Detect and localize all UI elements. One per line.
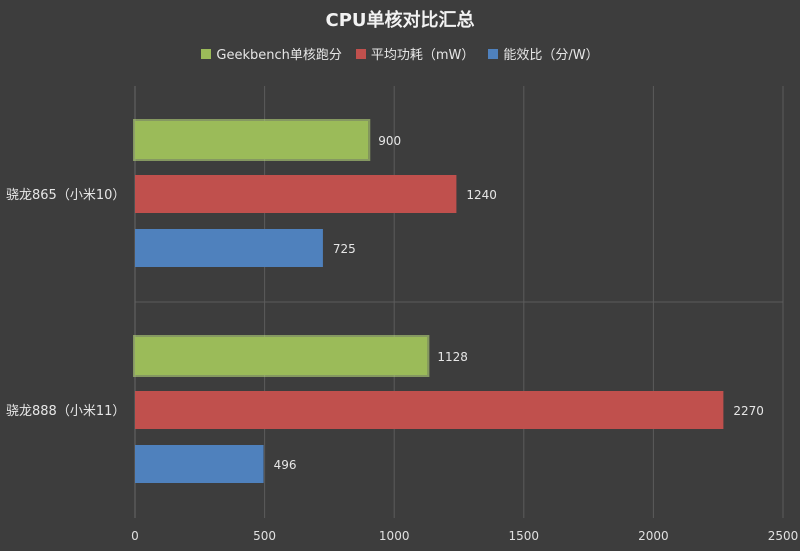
data-label-0-2: 725 — [333, 242, 356, 256]
data-label-1-2: 496 — [274, 458, 297, 472]
legend-label-efficiency: 能效比（分/W） — [503, 48, 599, 63]
x-tick-label-0: 0 — [131, 529, 139, 543]
category-label-0: 骁龙865（小米10） — [6, 188, 125, 203]
bar-1-2 — [135, 445, 264, 483]
legend-item-efficiency: 能效比（分/W） — [488, 44, 599, 63]
legend-swatch-geekbench — [201, 48, 212, 59]
bar-0-2 — [135, 229, 323, 267]
legend-swatch-efficiency — [488, 48, 499, 59]
x-tick-label-4: 2000 — [638, 529, 669, 543]
legend-item-power: 平均功耗（mW） — [355, 44, 475, 63]
chart-title: CPU单核对比汇总 — [325, 10, 475, 31]
data-label-1-1: 2270 — [733, 404, 764, 418]
data-label-1-0: 1128 — [437, 350, 468, 364]
data-label-0-0: 900 — [378, 134, 401, 148]
legend-label-geekbench: Geekbench单核跑分 — [216, 48, 342, 63]
legend-label-power: 平均功耗（mW） — [370, 48, 475, 63]
bar-1-0 — [135, 337, 428, 375]
bar-0-1 — [135, 175, 457, 213]
bar-glow — [133, 335, 430, 377]
bar-glow — [133, 119, 371, 161]
x-tick-label-5: 2500 — [768, 529, 799, 543]
x-tick-label-3: 1500 — [509, 529, 540, 543]
legend-item-geekbench: Geekbench单核跑分 — [201, 44, 342, 63]
category-label-1: 骁龙888（小米11） — [6, 404, 125, 419]
data-label-0-1: 1240 — [466, 188, 497, 202]
x-tick-label-1: 500 — [253, 529, 276, 543]
legend-swatch-power — [355, 48, 366, 59]
bar-1-1 — [135, 391, 724, 429]
legend: Geekbench单核跑分 平均功耗（mW） 能效比（分/W） — [0, 44, 800, 63]
bar-0-0 — [135, 121, 369, 159]
x-tick-label-2: 1000 — [379, 529, 410, 543]
